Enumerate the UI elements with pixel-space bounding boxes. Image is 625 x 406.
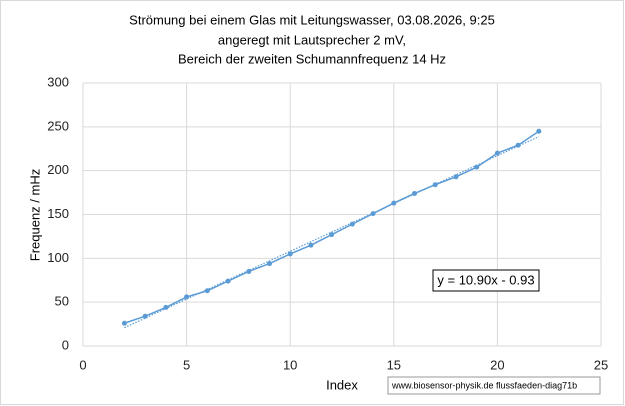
data-point <box>329 232 335 238</box>
data-point <box>432 182 438 188</box>
data-point <box>412 190 418 196</box>
y-tick-label: 200 <box>47 162 69 177</box>
y-tick-label: 100 <box>47 250 69 265</box>
data-point <box>225 278 231 284</box>
chart-title: angeregt mit Lautsprecher 2 mV, <box>218 32 406 47</box>
y-tick-label: 50 <box>55 294 69 309</box>
data-point <box>163 304 169 310</box>
data-point <box>536 128 542 134</box>
data-point <box>246 268 252 274</box>
data-point <box>474 164 480 170</box>
chart-title: Strömung bei einem Glas mit Leitungswass… <box>129 12 495 27</box>
y-tick-label: 150 <box>47 206 69 221</box>
x-tick-label: 5 <box>183 357 190 372</box>
trendline <box>124 136 540 329</box>
data-point <box>494 150 500 156</box>
data-point <box>142 313 148 319</box>
annotation: y = 10.90x - 0.93 <box>437 272 534 287</box>
y-tick-label: 0 <box>62 337 69 352</box>
data-point <box>287 251 293 257</box>
data-point <box>204 288 210 294</box>
data-point <box>391 200 397 206</box>
data-point <box>184 294 190 300</box>
y-axis-label: Frequenz / mHz <box>27 169 42 261</box>
data-point <box>370 211 376 217</box>
footer-box <box>387 376 601 395</box>
footer: www.biosensor-physik.de flussfaeden-diag… <box>391 380 577 390</box>
x-tick-label: 25 <box>594 357 608 372</box>
y-tick-label: 250 <box>47 118 69 133</box>
chart-title: Bereich der zweiten Schumannfrequenz 14 … <box>178 51 446 66</box>
x-tick-label: 20 <box>490 357 504 372</box>
x-axis-label: Index <box>326 377 358 392</box>
data-point <box>349 221 355 227</box>
data-point <box>308 242 314 248</box>
x-tick-label: 15 <box>387 357 401 372</box>
data-point <box>515 142 521 148</box>
x-tick-label: 0 <box>79 357 86 372</box>
data-point <box>121 320 127 326</box>
annotation-box <box>432 269 540 292</box>
data-point <box>266 261 272 267</box>
data-point <box>453 174 459 180</box>
y-tick-label: 300 <box>47 74 69 89</box>
x-tick-label: 10 <box>283 357 297 372</box>
